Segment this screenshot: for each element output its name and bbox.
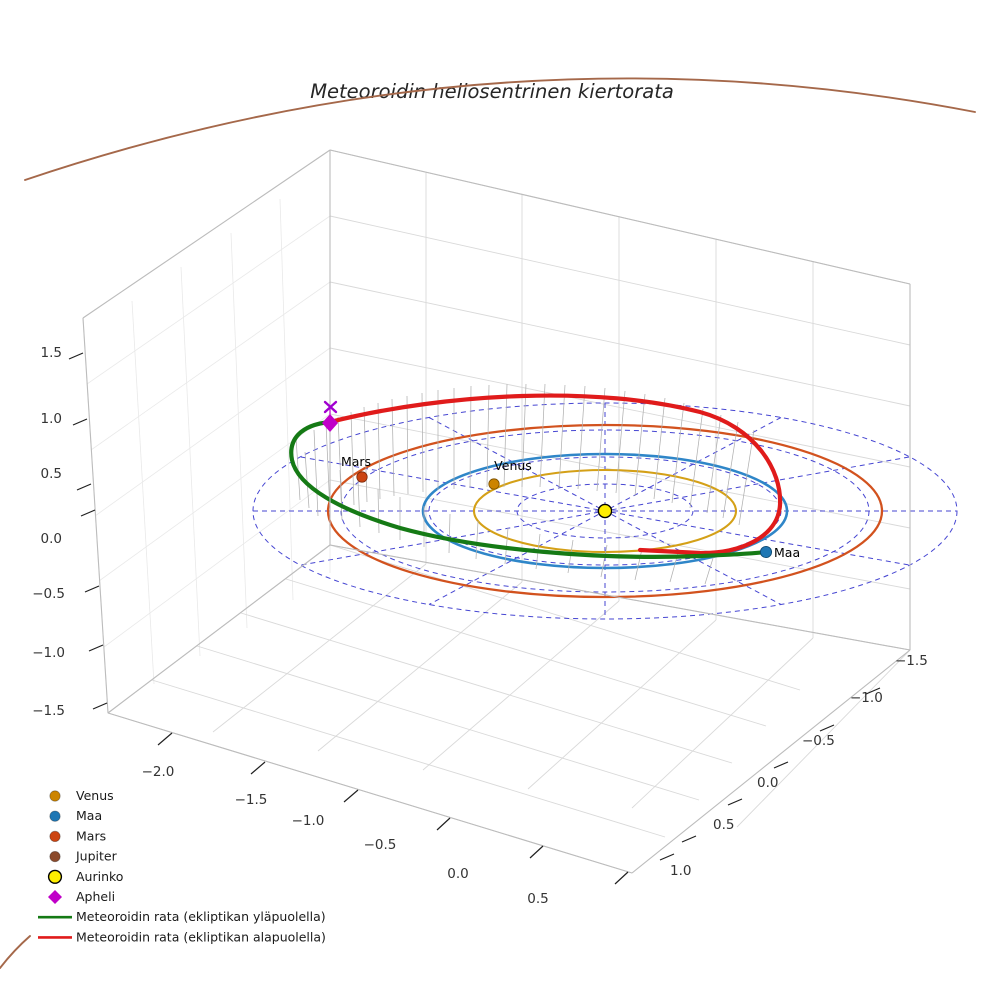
jupiter-marker-icon [49, 850, 61, 863]
meteoroid-orbit-above [289, 419, 769, 559]
legend-label: Maa [76, 808, 102, 823]
aurinko-marker-icon [47, 869, 63, 884]
y-tick-2: −0.5 [802, 733, 835, 749]
venus-marker-icon [488, 478, 500, 490]
legend-label: Venus [76, 788, 114, 803]
mars-label: Mars [341, 454, 371, 469]
z-tick-5: −1.0 [32, 645, 65, 661]
y-tick-1: −1.0 [850, 690, 883, 706]
apheli-marker-icon [48, 890, 62, 904]
earth-orbit [421, 452, 789, 570]
legend-item-jupiter[interactable]: Jupiter [49, 849, 118, 864]
legend: Venus Maa Mars Jupiter Aurinko Apheli Meteoroi… [38, 788, 326, 944]
x-axis-ticks: −2.0 −1.5 −1.0 −0.5 0.0 0.5 [142, 732, 629, 907]
aphelion-projection-x-icon [323, 400, 338, 414]
aurinko-marker-icon [597, 503, 613, 519]
mars-marker-icon [49, 830, 61, 843]
jupiter-orbit [0, 77, 976, 969]
z-axis-ticks: 1.5 1.0 0.5 0.0 −0.5 −1.0 −1.5 [32, 345, 108, 719]
legend-label: Jupiter [75, 849, 118, 864]
x-tick-2: −1.0 [292, 813, 325, 829]
legend-item-apheli[interactable]: Apheli [48, 889, 115, 904]
meteoroid-orbit [289, 393, 783, 559]
z-tick-0: 1.5 [41, 345, 62, 361]
legend-label: Apheli [76, 889, 115, 904]
venus-orbit [472, 468, 738, 554]
apheli-marker-icon [322, 414, 338, 432]
legend-label: Meteoroidin rata (ekliptikan yläpuolella… [76, 909, 326, 924]
venus-label: Venus [494, 458, 532, 473]
legend-item-meteoroidin[interactable]: Meteoroidin rata (ekliptikan yläpuolella… [38, 909, 326, 924]
legend-label: Mars [76, 828, 106, 843]
mars-orbit [326, 423, 884, 599]
mars-marker-icon [356, 471, 368, 483]
x-tick-0: −2.0 [142, 764, 175, 780]
x-tick-1: −1.5 [235, 792, 268, 808]
z-tick-1: 1.0 [41, 411, 62, 427]
maa-marker-icon [49, 810, 61, 822]
meteoroid-orbit-below [327, 393, 783, 556]
planet-orbits [326, 423, 884, 599]
legend-item-meteoroidin[interactable]: Meteoroidin rata (ekliptikan alapuolella… [38, 929, 326, 944]
venus-marker-icon [49, 790, 61, 802]
legend-label: Aurinko [76, 869, 123, 884]
legend-label: Meteoroidin rata (ekliptikan alapuolella… [76, 929, 326, 944]
z-tick-6: −1.5 [32, 703, 65, 719]
y-tick-0: −1.5 [895, 653, 928, 669]
z-tick-2: 0.5 [41, 466, 62, 482]
y-tick-3: 0.0 [757, 775, 778, 791]
maa-label: Maa [774, 545, 800, 560]
y-tick-5: 1.0 [670, 863, 691, 879]
maa-marker-icon [759, 545, 773, 559]
z-tick-3: 0.0 [41, 531, 62, 547]
x-tick-5: 0.5 [527, 891, 548, 907]
y-axis-ticks: −1.5 −1.0 −0.5 0.0 0.5 1.0 [659, 653, 928, 879]
axes3d-spines [82, 149, 911, 874]
y-tick-4: 0.5 [713, 817, 734, 833]
legend-item-venus[interactable]: Venus [49, 788, 114, 803]
x-tick-4: 0.0 [447, 866, 468, 882]
x-tick-3: −0.5 [364, 837, 397, 853]
meteoroid-stem-lines [295, 383, 755, 585]
z-tick-4: −0.5 [32, 586, 65, 602]
legend-item-aurinko[interactable]: Aurinko [47, 869, 124, 884]
legend-item-maa[interactable]: Maa [49, 808, 102, 823]
body-markers: Mars Venus Maa [322, 400, 800, 560]
page-title: Meteoroidin heliosentrinen kiertorata [310, 80, 674, 103]
legend-item-mars[interactable]: Mars [49, 828, 106, 843]
